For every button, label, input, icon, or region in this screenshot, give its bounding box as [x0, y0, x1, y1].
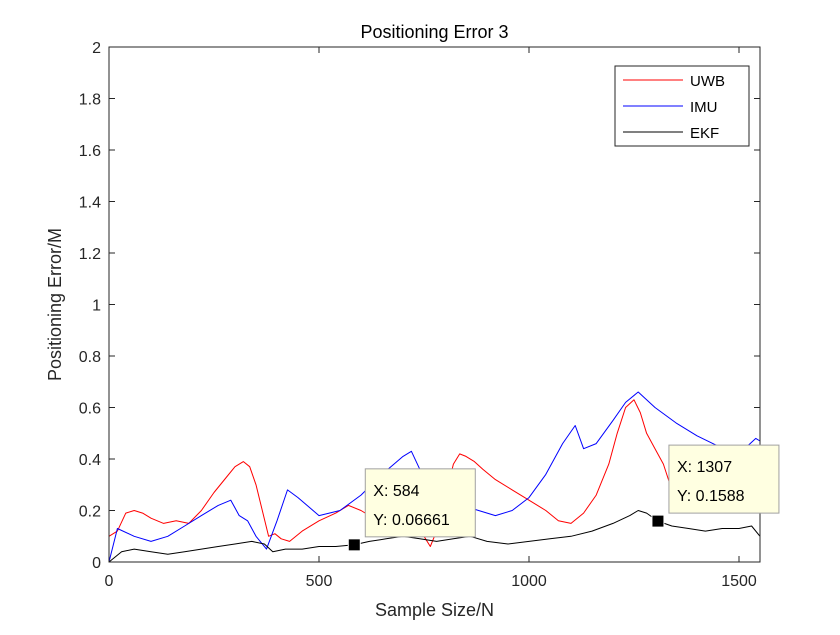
y-tick-label: 0.4 [79, 452, 101, 469]
y-tick-label: 0 [92, 555, 101, 572]
y-tick-label: 0.8 [79, 349, 101, 366]
y-tick-label: 1.4 [79, 195, 101, 212]
datatip-x-text: X: 1307 [677, 459, 732, 476]
datatip-y-text: Y: 0.1588 [677, 488, 745, 505]
y-axis-label: Positioning Error/M [45, 228, 65, 381]
tick-layer: 0 500 1000 1500 0 0.2 0.4 0.6 0.8 1 1.2 1.4 1.6 1.8 2 [79, 40, 760, 590]
datatip-marker [347, 538, 361, 552]
y-tick-label: 2 [92, 40, 101, 57]
datatip-x-text: X: 584 [373, 483, 419, 500]
y-tick-label: 1 [92, 298, 101, 315]
x-tick-label: 1500 [721, 573, 757, 590]
legend-label-ekf: EKF [690, 125, 719, 142]
x-tick-label: 1000 [511, 573, 547, 590]
y-tick-label: 1.2 [79, 246, 101, 263]
datatip-box [668, 444, 780, 514]
chart-title: Positioning Error 3 [360, 22, 508, 42]
datatip-layer: X: 584 Y: 0.06661 X: 1307 Y: 0.1588 [347, 444, 780, 552]
datatip-box [364, 468, 476, 538]
legend: UWB IMU EKF [614, 65, 750, 147]
legend-label-imu: IMU [690, 99, 718, 116]
y-tick-label: 1.8 [79, 92, 101, 109]
y-tick-label: 0.2 [79, 504, 101, 521]
legend-label-uwb: UWB [690, 73, 725, 90]
datatip-y-text: Y: 0.06661 [373, 512, 450, 529]
y-tick-label: 0.6 [79, 401, 101, 418]
x-tick-label: 500 [306, 573, 333, 590]
x-tick-label: 0 [105, 573, 114, 590]
datatip-marker [651, 514, 665, 528]
x-axis-label: Sample Size/N [375, 600, 494, 620]
y-tick-label: 1.6 [79, 143, 101, 160]
